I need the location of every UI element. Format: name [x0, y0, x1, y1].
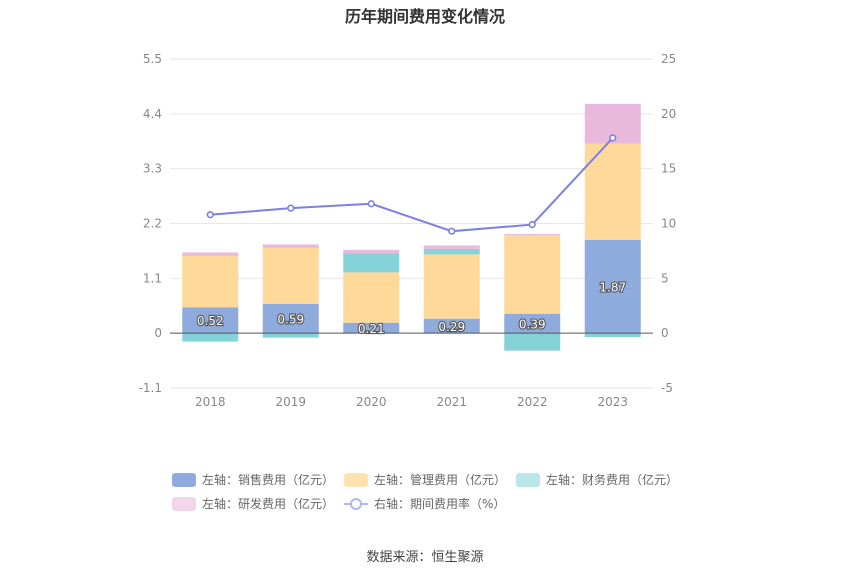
bar-segment — [182, 252, 239, 256]
axes: 5.5 4.4 3.3 2.2 1.1 0 -1.1 25 20 15 10 5 0 -5 2018 2019… — [139, 52, 677, 409]
x-tick-label: 2022 — [517, 395, 548, 409]
legend-label-expense-rate: 右轴：期间费用率（%） — [374, 497, 506, 511]
bar-segment — [262, 244, 319, 248]
rate-point — [448, 227, 456, 235]
left-tick-label: 4.4 — [143, 107, 162, 121]
bar-segment — [343, 272, 400, 323]
bar-segment — [423, 248, 480, 255]
source-note: 数据来源：恒生聚源 — [366, 550, 484, 565]
legend-item-rd[interactable]: 左轴：研发费用（亿元） — [172, 495, 334, 512]
sales-data-label: 0.39 — [519, 317, 546, 331]
legend-line-icon — [344, 497, 368, 510]
chart-title: 历年期间费用变化情况 — [344, 7, 505, 26]
bar-segment — [343, 249, 400, 254]
rate-point — [287, 204, 295, 212]
rate-point — [528, 220, 536, 229]
left-tick-label: 3.3 — [143, 162, 162, 176]
bar-segment — [343, 322, 400, 334]
left-tick-label: 1.1 — [143, 271, 162, 285]
line-series — [206, 134, 617, 235]
x-tick-label: 2018 — [195, 395, 226, 409]
bar-segment — [584, 333, 641, 338]
data-labels: 0.52 0.59 0.21 0.29 0.39 1.87 — [196, 279, 627, 337]
x-tick-label: 2019 — [275, 395, 306, 409]
rate-point — [206, 211, 214, 219]
legend-item-sales[interactable]: 左轴：销售费用（亿元） — [172, 471, 334, 488]
legend-swatch-admin — [344, 472, 368, 487]
legend-label-admin: 左轴：管理费用（亿元） — [374, 473, 507, 487]
sales-data-label: 1.87 — [599, 281, 626, 295]
bar-segment — [182, 255, 239, 308]
bar-segment — [343, 253, 400, 273]
legend-label-sales: 左轴：销售费用（亿元） — [202, 473, 335, 487]
bar-segment — [504, 233, 561, 235]
x-tick-label: 2023 — [597, 395, 628, 409]
right-tick-label: 10 — [661, 217, 676, 231]
right-tick-label: 20 — [661, 107, 676, 121]
right-tick-label: 25 — [661, 52, 676, 66]
bar-segment — [423, 254, 480, 319]
sales-data-label: 0.21 — [358, 322, 385, 336]
bar-series — [182, 103, 641, 351]
x-tick-label: 2020 — [356, 395, 387, 409]
grid-lines — [170, 58, 653, 389]
bar-segment — [262, 333, 319, 338]
legend-swatch-rd — [172, 496, 196, 511]
legend-item-expense-rate[interactable]: 右轴：期间费用率（%） — [344, 495, 505, 512]
legend-item-admin[interactable]: 左轴：管理费用（亿元） — [344, 471, 506, 488]
legend-label-rd: 左轴：研发费用（亿元） — [202, 497, 335, 511]
bar-segment — [262, 303, 319, 334]
bar-segment — [423, 245, 480, 249]
rate-point — [367, 200, 375, 208]
right-tick-label: 5 — [661, 271, 669, 285]
sales-data-label: 0.59 — [277, 312, 304, 326]
bar-segment — [584, 143, 641, 240]
bar-segment — [182, 307, 239, 334]
left-tick-label: 0 — [154, 326, 162, 340]
bar-segment — [423, 318, 480, 334]
legend-swatch-finance — [516, 472, 540, 487]
bar-segment — [262, 247, 319, 304]
left-tick-label: 5.5 — [143, 52, 162, 66]
legend-label-finance: 左轴：财务费用（亿元） — [546, 473, 679, 487]
bar-segment — [182, 333, 239, 342]
legend-swatch-sales — [172, 472, 196, 487]
rate-line — [210, 137, 614, 233]
bar-segment — [504, 313, 561, 334]
left-tick-label: -1.1 — [139, 381, 162, 395]
x-tick-label: 2021 — [436, 395, 467, 409]
sales-data-label: 0.29 — [438, 320, 465, 334]
rate-point — [609, 134, 617, 142]
right-tick-label: 0 — [661, 326, 669, 340]
left-tick-label: 2.2 — [143, 217, 162, 231]
right-tick-label: 15 — [661, 162, 676, 176]
bar-segment — [504, 333, 561, 351]
bar-segment — [504, 234, 561, 314]
right-tick-label: -5 — [661, 381, 673, 395]
legend-item-finance[interactable]: 左轴：财务费用（亿元） — [516, 471, 678, 488]
bar-segment — [584, 239, 641, 334]
sales-data-label: 0.52 — [197, 314, 224, 328]
